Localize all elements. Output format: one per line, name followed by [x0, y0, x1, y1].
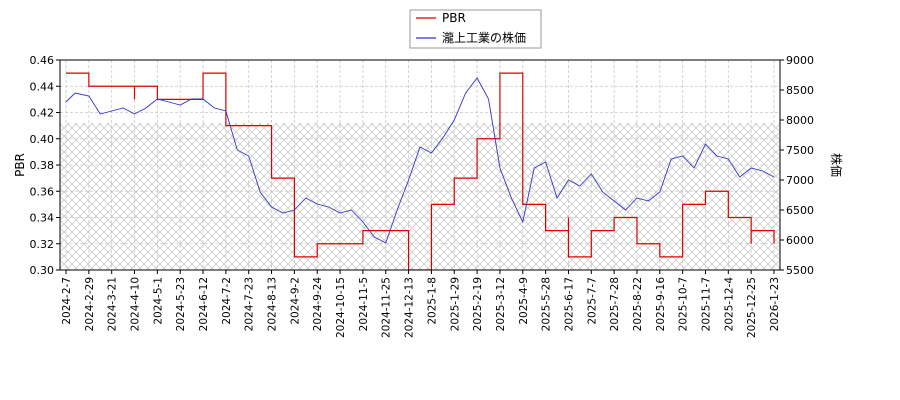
y-left-tick-label: 0.42: [30, 107, 55, 120]
legend-label-pbr: PBR: [442, 11, 466, 25]
x-tick-label: 2024-9-24: [312, 277, 324, 332]
x-tick-label: 2024-9-2: [289, 277, 301, 325]
y-right-tick-label: 8500: [786, 84, 814, 97]
pbr-line: [66, 72, 775, 270]
y-right-tick-label: 7000: [786, 174, 814, 187]
x-tick-label: 2024-5-23: [175, 277, 187, 331]
x-tick-label: 2024-8-13: [267, 277, 279, 331]
x-tick-label: 2024-2-29: [84, 277, 96, 331]
x-tick-label: 2024-3-21: [107, 277, 119, 331]
y-left-tick-label: 0.46: [30, 54, 55, 67]
legend: PBR 瀧上工業の株価: [409, 9, 542, 49]
x-tick-label: 2025-7-28: [609, 277, 621, 331]
y-left-tick-label: 0.44: [30, 80, 55, 93]
y-left-tick-label: 0.40: [30, 133, 55, 146]
legend-label-price: 瀧上工業の株価: [442, 30, 526, 45]
y-right-tick-label: 9000: [786, 54, 814, 67]
x-tick-label: 2025-1-8: [426, 277, 438, 325]
y-left-tick-label: 0.30: [30, 264, 55, 277]
y-left-tick-label: 0.32: [30, 238, 55, 251]
y-axis-left-label: PBR: [13, 153, 27, 177]
y-right-tick-label: 8000: [786, 114, 814, 127]
x-axis: 2024-2-7 2024-2-29 2024-3-21 2024-4-10 2024-…: [61, 270, 781, 338]
x-tick-label: 2025-8-22: [632, 277, 644, 331]
stock-price-line: [65, 77, 775, 244]
x-tick-label: 2025-6-17: [563, 277, 575, 331]
y-right-tick-label: 6000: [786, 234, 814, 247]
x-tick-label: 2025-3-12: [495, 277, 507, 331]
x-tick-label: 2024-12-13: [404, 277, 416, 338]
x-tick-label: 2024-2-7: [61, 277, 73, 325]
x-tick-label: 2025-12-4: [723, 277, 735, 332]
y-left-tick-label: 0.36: [30, 185, 55, 198]
x-tick-label: 2025-2-19: [472, 277, 484, 331]
x-tick-label: 2024-7-2: [221, 277, 233, 325]
x-tick-label: 2025-10-7: [678, 277, 690, 331]
y-axis-right-label: 株価: [829, 153, 844, 177]
y-axis-left: 0.30 0.32 0.34 0.36 0.38 0.40 0.42 0.44 0.46: [30, 54, 60, 277]
x-tick-label: 2025-7-7: [586, 277, 598, 325]
x-tick-label: 2024-10-15: [335, 277, 347, 338]
x-tick-label: 2024-11-5: [358, 277, 370, 331]
x-tick-label: 2025-5-28: [541, 277, 553, 331]
x-tick-label: 2024-5-1: [152, 277, 164, 325]
x-tick-label: 2025-1-29: [449, 277, 461, 331]
x-tick-label: 2024-6-12: [198, 277, 210, 331]
y-left-tick-label: 0.38: [30, 159, 55, 172]
x-tick-label: 2024-11-25: [381, 277, 393, 338]
y-right-tick-label: 7500: [786, 144, 814, 157]
hatch-band: [60, 123, 780, 270]
y-axis-right: 5500 6000 6500 7000 7500 8000 8500 9000: [780, 54, 814, 277]
x-tick-label: 2024-4-10: [130, 277, 142, 331]
y-left-tick-label: 0.34: [30, 212, 55, 225]
y-right-tick-label: 5500: [786, 264, 814, 277]
x-tick-label: 2025-4-9: [518, 277, 530, 325]
x-tick-label: 2024-7-23: [244, 277, 256, 331]
y-right-tick-label: 6500: [786, 204, 814, 217]
x-tick-label: 2026-1-23: [769, 277, 781, 331]
x-tick-label: 2025-11-7: [700, 277, 712, 331]
x-tick-label: 2025-9-16: [655, 277, 667, 332]
x-tick-label: 2025-12-25: [746, 277, 758, 338]
series-layer: [65, 72, 775, 270]
